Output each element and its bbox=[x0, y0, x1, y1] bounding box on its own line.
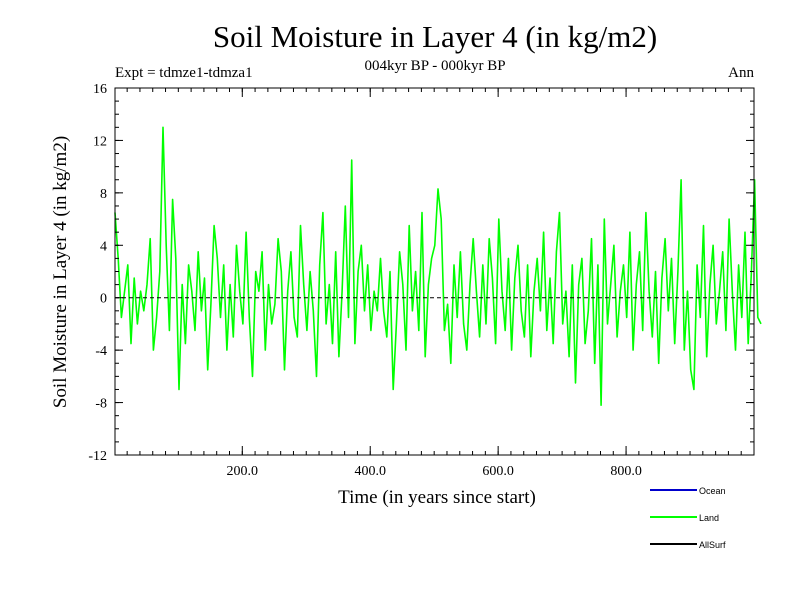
period-label: Ann bbox=[728, 65, 754, 81]
x-tick-label: 800.0 bbox=[610, 464, 642, 479]
y-tick-label: 16 bbox=[93, 82, 107, 97]
x-tick-label: 600.0 bbox=[482, 464, 514, 479]
series-line-land bbox=[114, 126, 762, 407]
legend-label-land: Land bbox=[699, 513, 719, 523]
x-axis-label: Time (in years since start) bbox=[338, 487, 536, 508]
y-tick-label: -4 bbox=[95, 344, 107, 359]
x-axis: 200.0 400.0 600.0 800.0 bbox=[126, 88, 742, 479]
y-tick-label: 4 bbox=[100, 239, 107, 254]
y-tick-label: -8 bbox=[95, 397, 107, 412]
y-tick-label: 0 bbox=[100, 292, 107, 307]
chart-subtitle: 004kyr BP - 000kyr BP bbox=[364, 58, 505, 74]
legend-label-ocean: Ocean bbox=[699, 486, 726, 496]
legend: Ocean Land AllSurf bbox=[650, 486, 726, 550]
experiment-label: Expt = tdmze1-tdmza1 bbox=[115, 65, 253, 81]
legend-label-allsurf: AllSurf bbox=[699, 540, 726, 550]
x-tick-label: 400.0 bbox=[354, 464, 386, 479]
chart-title: Soil Moisture in Layer 4 (in kg/m2) bbox=[213, 19, 657, 54]
y-axis-label: Soil Moisture in Layer 4 (in kg/m2) bbox=[50, 136, 71, 408]
y-axis: 16 12 8 4 0 -4 -8 -12 bbox=[88, 82, 754, 464]
x-tick-label: 200.0 bbox=[227, 464, 259, 479]
y-tick-label: 8 bbox=[100, 187, 107, 202]
y-tick-label: -12 bbox=[88, 449, 107, 464]
data-layer bbox=[114, 126, 762, 407]
y-tick-label: 12 bbox=[93, 134, 107, 149]
